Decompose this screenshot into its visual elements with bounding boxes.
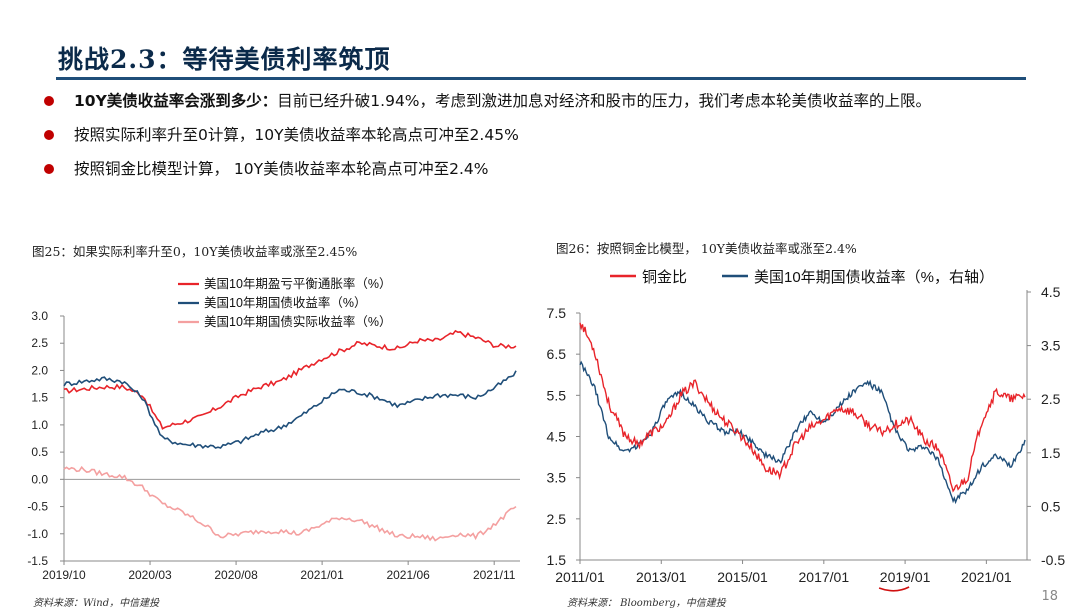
right-figure-title: 图26：按照铜金比模型， 10Y美债收益率或涨至2.4% xyxy=(556,241,857,256)
left-y-tick-label: 6.5 xyxy=(547,346,567,362)
left-y-tick-label: 2.5 xyxy=(547,511,567,527)
x-tick-label: 2013/01 xyxy=(636,569,687,585)
bullet-text: 按照实际利率升至0计算，10Y美债收益率本轮高点可冲至2.45% xyxy=(74,126,519,144)
title-divider xyxy=(56,77,1026,80)
left-figure-title: 图25：如果实际利率升至0，10Y美债收益率或涨至2.45% xyxy=(32,244,358,259)
red-underline-mark xyxy=(878,586,910,592)
bullet-dot-icon xyxy=(44,96,54,106)
right-y-tick-label: 4.5 xyxy=(1041,284,1061,300)
y-tick-label: 1.0 xyxy=(31,418,48,432)
left-y-tick-label: 5.5 xyxy=(547,387,567,403)
bullet-list: 10Y美债收益率会涨到多少：目前已经升破1.94%，考虑到激进加息对经济和股市的… xyxy=(44,88,1074,190)
series-line-1 xyxy=(579,322,1026,493)
legend-label: 美国10年期盈亏平衡通胀率（%） xyxy=(204,276,392,291)
legend-label: 美国10年期国债实际收益率（%） xyxy=(204,314,392,329)
x-tick-label: 2020/03 xyxy=(128,568,172,582)
right-y-tick-label: 3.5 xyxy=(1041,338,1061,354)
x-tick-label: 2019/01 xyxy=(880,569,931,585)
series-line-2 xyxy=(63,370,517,450)
left-y-tick-label: 1.5 xyxy=(547,552,567,568)
x-tick-label: 2021/01 xyxy=(961,569,1012,585)
bullet-dot-icon xyxy=(44,164,54,174)
x-tick-label: 2019/10 xyxy=(42,568,86,582)
bullet-item: 按照实际利率升至0计算，10Y美债收益率本轮高点可冲至2.45% xyxy=(44,122,1074,148)
y-tick-label: 0.0 xyxy=(31,472,48,486)
y-tick-label: -1.0 xyxy=(27,527,48,541)
right-y-tick-label: 1.5 xyxy=(1041,445,1061,461)
legend-label: 美国10年期国债收益率（%，右轴） xyxy=(754,269,994,286)
right-chart: 7.5 6.5 5.5 4.5 3.5 2.5 1.5 4.5 3.5 2.5 1.5 0.5 -0.5… xyxy=(547,269,1065,592)
y-tick-label: 0.5 xyxy=(31,445,48,459)
bullet-dot-icon xyxy=(44,130,54,140)
series-line-3 xyxy=(63,465,517,542)
y-tick-label: -0.5 xyxy=(27,500,48,514)
right-y-tick-label: 2.5 xyxy=(1041,391,1061,407)
y-tick-label: -1.5 xyxy=(27,554,48,568)
right-y-tick-label: -0.5 xyxy=(1041,552,1065,568)
page-number: 18 xyxy=(1041,589,1058,604)
x-tick-label: 2015/01 xyxy=(717,569,768,585)
right-y-tick-label: 0.5 xyxy=(1041,498,1061,514)
bullet-item: 按照铜金比模型计算， 10Y美债收益率本轮高点可冲至2.4% xyxy=(44,156,1074,182)
bullet-text: 按照铜金比模型计算， 10Y美债收益率本轮高点可冲至2.4% xyxy=(74,160,489,178)
series-line-1 xyxy=(63,329,517,430)
y-tick-label: 1.5 xyxy=(31,391,48,405)
x-tick-label: 2021/06 xyxy=(386,568,430,582)
left-chart: 3.0 2.5 2.0 1.5 1.0 0.5 0.0 -0.5 -1.0 -1.52019/10… xyxy=(27,276,520,582)
bullet-bold-lead: 10Y美债收益率会涨到多少： xyxy=(74,92,278,110)
x-tick-label: 2021/11 xyxy=(473,568,516,582)
right-source-note: 资料来源： Bloomberg，中信建投 xyxy=(567,598,726,609)
x-tick-label: 2021/01 xyxy=(300,568,344,582)
y-tick-label: 3.0 xyxy=(31,309,48,323)
left-y-tick-label: 7.5 xyxy=(547,305,567,321)
bullet-text: 目前已经升破1.94%，考虑到激进加息对经济和股市的压力，我们考虑本轮美债收益率… xyxy=(277,92,932,110)
bullet-item: 10Y美债收益率会涨到多少：目前已经升破1.94%，考虑到激进加息对经济和股市的… xyxy=(44,88,1074,114)
x-tick-label: 2011/01 xyxy=(555,569,605,585)
y-tick-label: 2.5 xyxy=(31,336,48,350)
left-y-tick-label: 3.5 xyxy=(547,470,567,486)
x-tick-label: 2020/08 xyxy=(214,568,258,582)
left-source-note: 资料来源：Wind，中信建投 xyxy=(33,598,160,609)
legend-label: 美国10年期国债收益率（%） xyxy=(204,295,367,310)
legend-label: 铜金比 xyxy=(642,269,687,286)
page-title: 挑战2.3：等待美债利率筑顶 xyxy=(58,45,391,74)
series-line-2 xyxy=(579,360,1026,505)
y-tick-label: 2.0 xyxy=(31,363,48,377)
x-tick-label: 2017/01 xyxy=(799,569,850,585)
left-y-tick-label: 4.5 xyxy=(547,429,567,445)
